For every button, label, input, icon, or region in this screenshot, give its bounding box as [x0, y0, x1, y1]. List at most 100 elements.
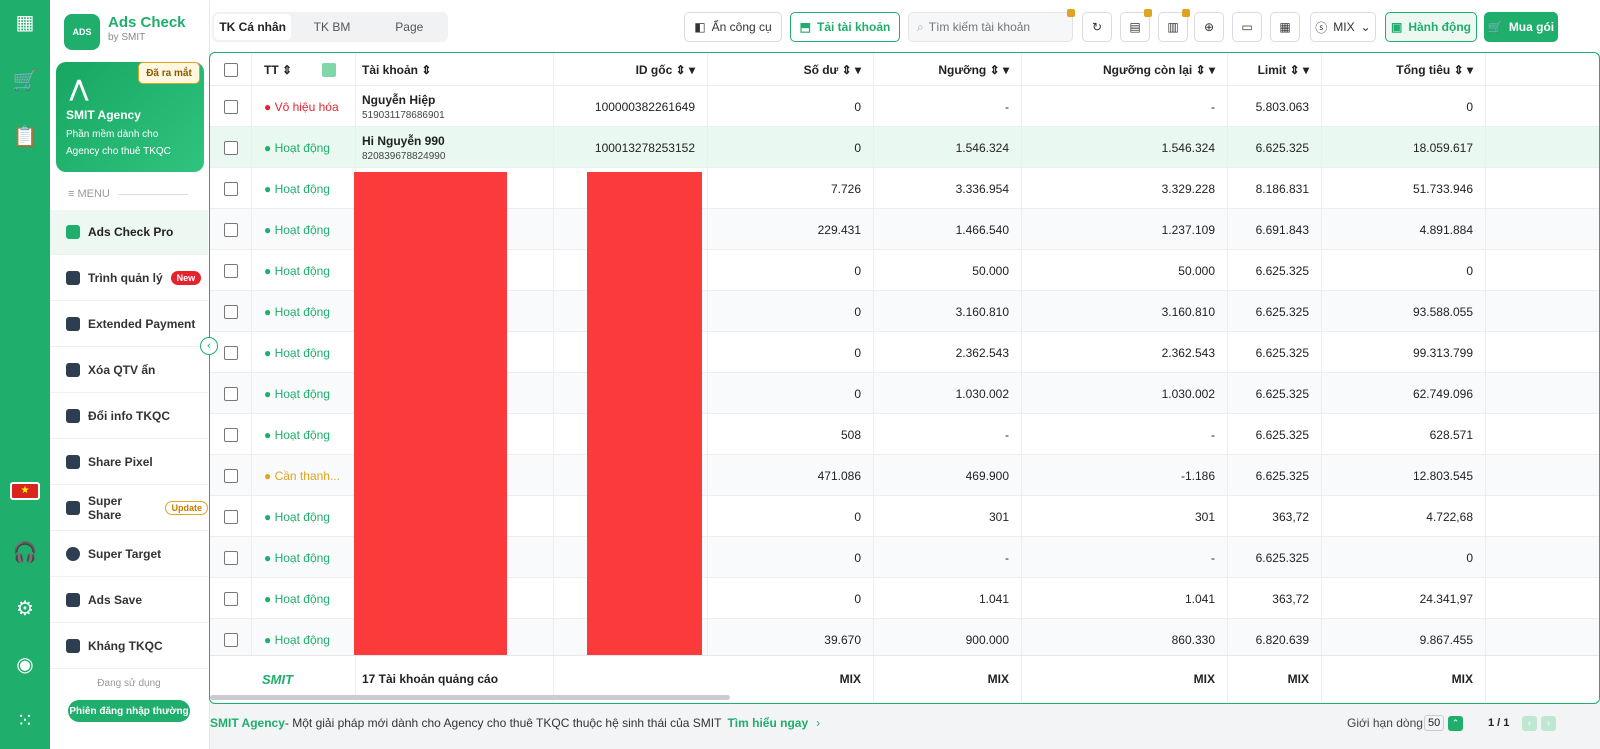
- row-checkbox[interactable]: [223, 140, 238, 155]
- headset-icon[interactable]: 🎧: [12, 542, 38, 564]
- nguong-con-lai-cell: -: [1022, 537, 1228, 578]
- hide-tools-button[interactable]: ◧ Ẩn công cụ: [684, 12, 782, 42]
- buy-label: Mua gói: [1508, 20, 1555, 34]
- so-du-cell: 0: [708, 86, 874, 127]
- app-by: by SMIT: [108, 32, 146, 43]
- row-checkbox[interactable]: [223, 550, 238, 565]
- menu-item-share-pixel[interactable]: Share Pixel: [50, 440, 208, 485]
- action-button[interactable]: ▣ Hành động: [1385, 12, 1477, 42]
- row-checkbox[interactable]: [223, 509, 238, 524]
- tong-tieu-cell: 4.891.884: [1322, 209, 1486, 250]
- col-nguong[interactable]: Ngưỡng ⇕ ▾: [874, 53, 1022, 86]
- calendar-button[interactable]: ▤: [1120, 12, 1150, 42]
- col-tong-tieu[interactable]: Tổng tiêu ⇕ ▾: [1322, 53, 1486, 86]
- cart-icon[interactable]: 🛒: [12, 70, 38, 92]
- account-search[interactable]: ⌕: [908, 12, 1073, 42]
- limit-value: 6.625.325: [1255, 427, 1309, 442]
- apps-grid-icon[interactable]: ⁙: [16, 710, 34, 732]
- col-tai-khoan[interactable]: Tài khoản ⇕: [356, 53, 554, 86]
- menu-item-extended-payment[interactable]: Extended Payment: [50, 302, 208, 347]
- load-accounts-button[interactable]: ⬒ Tải tài khoản: [790, 12, 900, 42]
- comment-button[interactable]: ▭: [1232, 12, 1262, 42]
- table-row[interactable]: ● Hoạt động 508 - - 6.625.325 628.571: [210, 414, 1599, 455]
- table-row[interactable]: ● Hoạt động 7.726 3.336.954 3.329.228 8.186.…: [210, 168, 1599, 209]
- col-nguong-con-lai[interactable]: Ngưỡng còn lại ⇕ ▾: [1022, 53, 1228, 86]
- update-badge: Update: [165, 501, 208, 515]
- table-row[interactable]: ● Hoạt động 0 50.000 50.000 6.625.325 0: [210, 250, 1599, 291]
- nguong-cell: 1.466.540: [874, 209, 1022, 250]
- settings-icon[interactable]: ⚙: [16, 598, 34, 620]
- profile-icon[interactable]: ◉: [16, 654, 34, 676]
- filter-icon[interactable]: [322, 62, 337, 77]
- tab-tk-ca-nhan[interactable]: TK Cá nhân: [214, 14, 292, 40]
- horizontal-scrollbar[interactable]: [210, 695, 730, 700]
- col-so-du[interactable]: Số dư ⇕ ▾: [708, 53, 874, 86]
- table-row[interactable]: ● Vô hiệu hóa Nguyễn Hiệp 519031178686901 1…: [210, 86, 1599, 127]
- menu-item-super-share[interactable]: Super Share Update: [50, 486, 208, 531]
- col-limit[interactable]: Limit ⇕ ▾: [1228, 53, 1322, 86]
- tab-page[interactable]: Page: [395, 20, 424, 34]
- menu-item-doi-info[interactable]: Đổi info TKQC: [50, 394, 208, 439]
- tong-tieu-value: 628.571: [1429, 427, 1473, 442]
- menu-item-super-target[interactable]: Super Target: [50, 532, 208, 577]
- search-input[interactable]: [928, 20, 1059, 34]
- agency-name: SMIT Agency: [66, 108, 141, 122]
- status-cell: ● Hoạt động: [252, 619, 356, 660]
- brand[interactable]: ADS Ads Check by SMIT: [64, 14, 186, 50]
- menu-item-khang-tkqc[interactable]: Kháng TKQC: [50, 624, 208, 669]
- scroll-top-button[interactable]: ⌃: [1448, 715, 1463, 731]
- row-select-cell: [210, 209, 252, 250]
- row-checkbox[interactable]: [223, 632, 238, 647]
- menu-item-ads-save[interactable]: Ads Save: [50, 578, 208, 623]
- limit-value: 6.625.325: [1255, 468, 1309, 483]
- row-checkbox[interactable]: [223, 222, 238, 237]
- row-checkbox[interactable]: [223, 304, 238, 319]
- refresh-button[interactable]: ↻: [1082, 12, 1112, 42]
- nguong-value: -: [1005, 427, 1009, 442]
- collapse-sidebar-icon[interactable]: ‹: [200, 337, 218, 355]
- tab-tk-bm[interactable]: TK BM: [313, 20, 351, 34]
- row-limit-select[interactable]: 50: [1424, 715, 1445, 731]
- table-row[interactable]: ● Hoạt động 0 301 301 363,72 4.722,68: [210, 496, 1599, 537]
- table-row[interactable]: ● Hoạt động 0 2.362.543 2.362.543 6.625.325 9…: [210, 332, 1599, 373]
- account-cell: [356, 168, 554, 209]
- nguong-cell: 900.000: [874, 619, 1022, 660]
- id-goc-value: 100000382261649: [594, 99, 695, 114]
- prev-page-button[interactable]: ‹: [1522, 715, 1537, 731]
- so-du-cell: 0: [708, 537, 874, 578]
- row-checkbox[interactable]: [223, 345, 238, 360]
- row-checkbox[interactable]: [223, 386, 238, 401]
- report-button[interactable]: ▥: [1158, 12, 1188, 42]
- language-flag-icon[interactable]: ★: [0, 482, 50, 500]
- so-du-value: 0: [854, 345, 861, 360]
- menu-item-ads-check-pro[interactable]: Ads Check Pro: [50, 210, 208, 255]
- menu-item-xoa-qtv[interactable]: Xóa QTV ẩn: [50, 348, 208, 393]
- row-checkbox[interactable]: [223, 263, 238, 278]
- bottom-text: - Một giải pháp mới dành cho Agency cho …: [284, 716, 722, 730]
- currency-select[interactable]: ⓢ MIX ⌄: [1310, 12, 1376, 42]
- zoom-button[interactable]: ⊕: [1194, 12, 1224, 42]
- menu-item-trinh-quan-ly[interactable]: Trình quản lý New: [50, 256, 208, 301]
- buy-button[interactable]: 🛒 Mua gói: [1484, 12, 1558, 42]
- layout-button[interactable]: ▦: [1270, 12, 1300, 42]
- row-checkbox[interactable]: [223, 468, 238, 483]
- select-all-checkbox[interactable]: [223, 62, 238, 77]
- row-checkbox[interactable]: [223, 99, 238, 114]
- clipboard-icon[interactable]: 📋: [12, 126, 38, 148]
- nguong-cell: 1.546.324: [874, 127, 1022, 168]
- row-checkbox[interactable]: [223, 427, 238, 442]
- table-row[interactable]: ● Hoạt động 0 1.030.002 1.030.002 6.625.325 6…: [210, 373, 1599, 414]
- row-checkbox[interactable]: [223, 181, 238, 196]
- table-row[interactable]: ● Hoạt động Hi Nguyễn 990 820839678824990 1…: [210, 127, 1599, 168]
- row-checkbox[interactable]: [223, 591, 238, 606]
- session-button[interactable]: Phiên đăng nhập thường: [68, 700, 190, 722]
- col-tt[interactable]: TT ⇕: [252, 53, 356, 86]
- id-goc-cell: [554, 250, 708, 291]
- learn-more-link[interactable]: Tìm hiểu ngay: [727, 716, 809, 730]
- next-page-button[interactable]: ›: [1541, 715, 1556, 731]
- table-row[interactable]: ● Hoạt động 0 1.041 1.041 363,72 24.341,97: [210, 578, 1599, 619]
- nguong-cell: 301: [874, 496, 1022, 537]
- col-id-goc[interactable]: ID gốc ⇕ ▾: [554, 53, 708, 86]
- limit-cell: 5.803.063: [1228, 86, 1322, 127]
- dashboard-icon[interactable]: ▦: [15, 12, 35, 34]
